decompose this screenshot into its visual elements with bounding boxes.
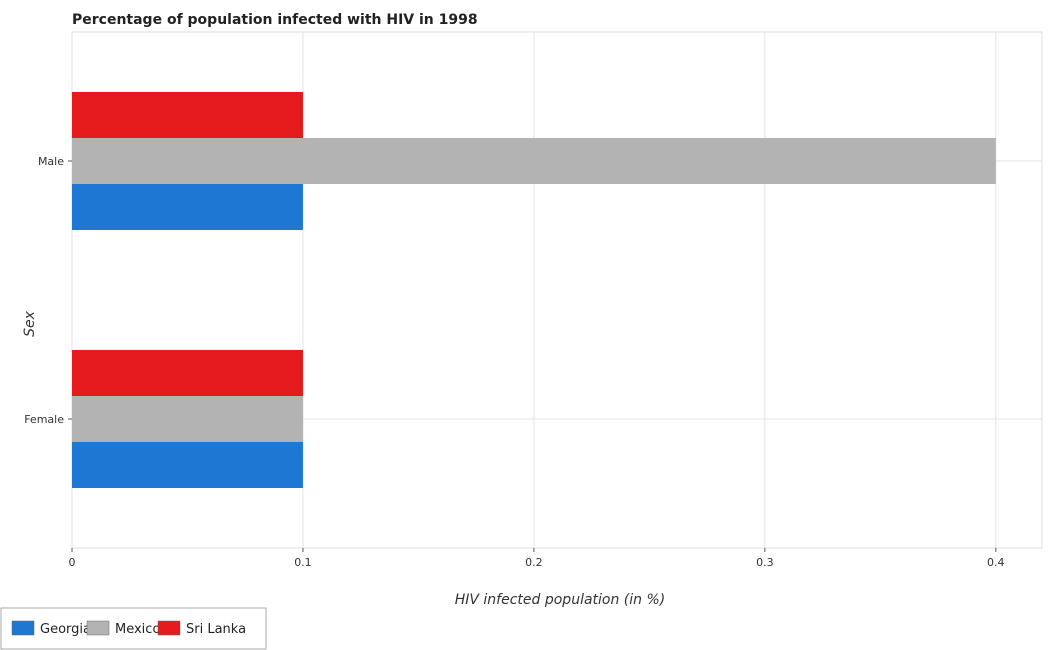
y-axis-label: Sex [22, 310, 38, 337]
bar-male-mexico [72, 138, 996, 184]
x-tick-label: 0.3 [756, 556, 774, 569]
y-tick-label: Female [24, 413, 64, 426]
bar-male-sri-lanka [72, 92, 303, 138]
x-ticks: 0 0.1 0.2 0.3 0.4 [69, 548, 1005, 569]
legend-label-georgia: Georgia [40, 622, 91, 637]
legend-swatch-georgia [11, 620, 35, 636]
x-tick-label: 0.4 [987, 556, 1005, 569]
legend: Georgia Mexico Sri Lanka [0, 607, 267, 650]
legend-box [0, 607, 267, 650]
y-tick-label: Male [38, 155, 64, 168]
legend-swatch-sri-lanka [157, 620, 181, 636]
bar-female-sri-lanka [72, 350, 303, 396]
bars [72, 92, 996, 488]
legend-swatch-mexico [86, 620, 110, 636]
x-tick-label: 0.1 [294, 556, 312, 569]
x-tick-label: 0.2 [525, 556, 543, 569]
x-tick-label: 0 [69, 556, 76, 569]
y-ticks: Female Male [24, 155, 72, 426]
chart-title: Percentage of population infected with H… [72, 12, 478, 28]
bar-male-georgia [72, 184, 303, 230]
bar-female-georgia [72, 442, 303, 488]
legend-label-sri-lanka: Sri Lanka [186, 622, 246, 637]
bar-female-mexico [72, 396, 303, 442]
x-axis-label: HIV infected population (in %) [455, 592, 666, 608]
legend-label-mexico: Mexico [115, 622, 160, 637]
